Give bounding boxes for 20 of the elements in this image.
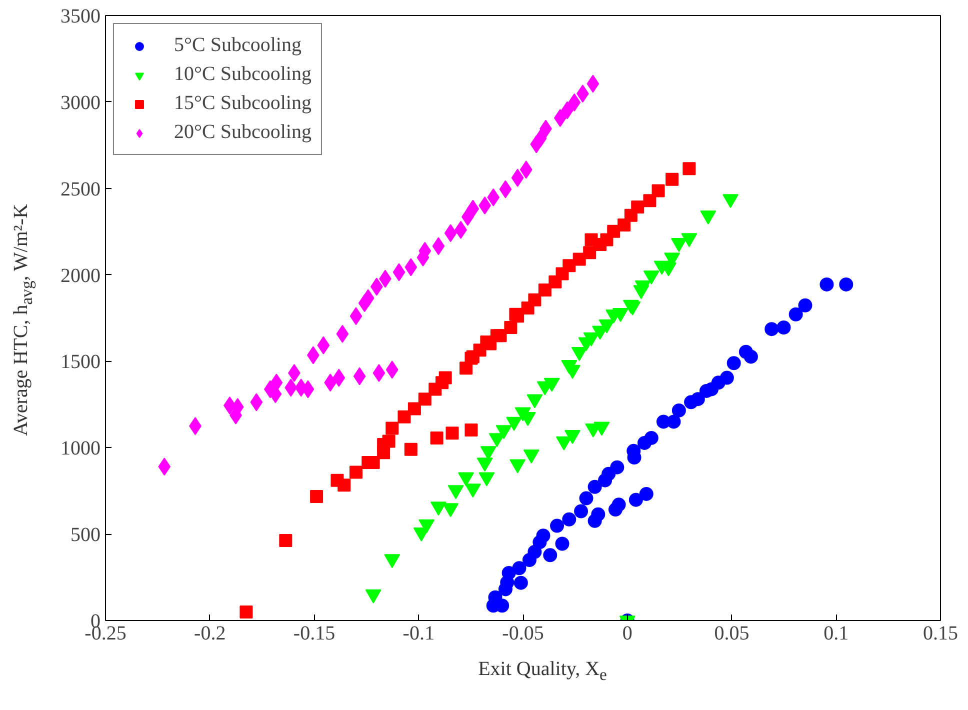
legend-label: 20°C Subcooling: [174, 121, 312, 144]
x-tick-label: -0.2: [194, 622, 226, 644]
x-tick-label: 0.05: [714, 622, 750, 644]
y-tick-label: 2000: [60, 264, 100, 287]
legend-label: 10°C Subcooling: [174, 63, 312, 86]
x-tick-label: -0.1: [402, 622, 434, 644]
x-tick-label: -0.15: [293, 622, 336, 644]
x-tick-label: -0.05: [502, 622, 544, 644]
x-tick-label: 0: [622, 622, 632, 644]
y-tick-label: 500: [70, 524, 100, 546]
y-tick-label: 1500: [60, 351, 100, 374]
y-tick-label: 3500: [60, 6, 100, 28]
y-tick-label: 2500: [60, 178, 100, 200]
legend-label: 15°C Subcooling: [174, 92, 312, 115]
x-tick-label: 0.1: [824, 622, 849, 644]
x-axis-title: Exit Quality, X$_{e}$: [477, 657, 608, 686]
legend-label: 5°C Subcooling: [174, 34, 302, 57]
x-tick-label: 0.15: [923, 622, 958, 644]
y-tick-label: 1000: [60, 438, 100, 460]
y-tick-label: 3000: [60, 92, 100, 114]
